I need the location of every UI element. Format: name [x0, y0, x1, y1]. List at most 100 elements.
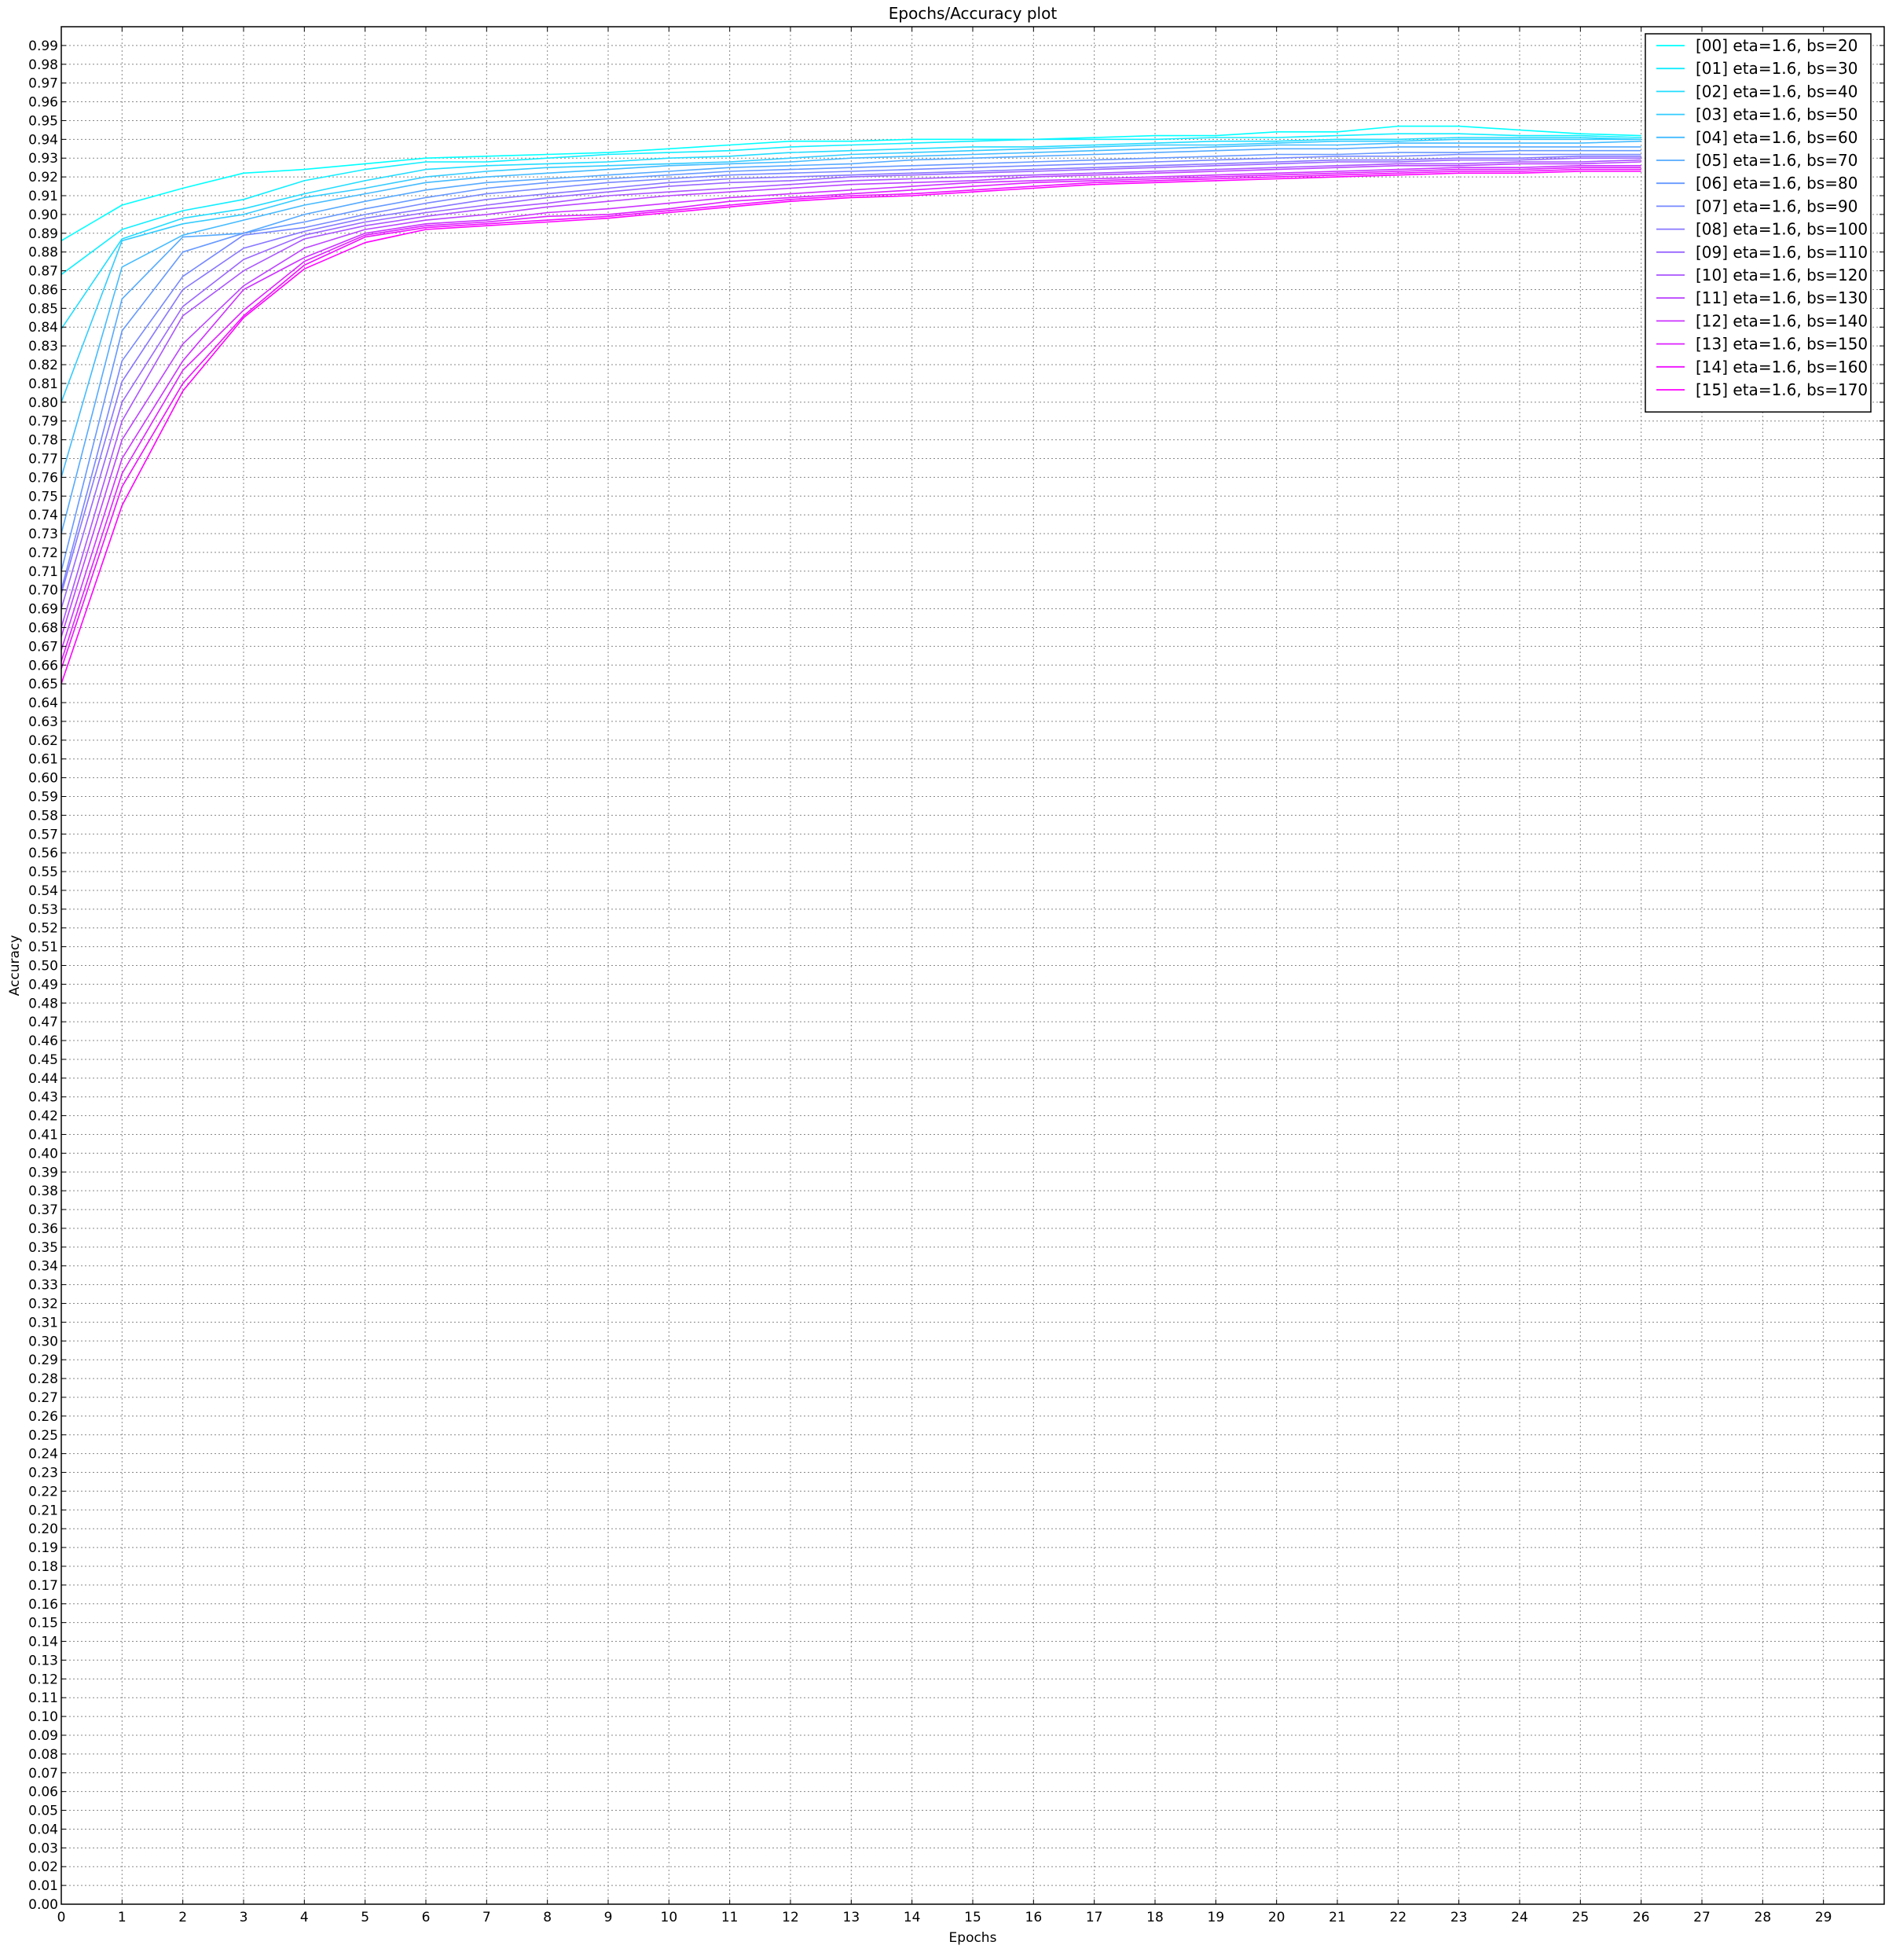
y-tick-label: 0.57 [28, 827, 58, 842]
y-tick-label: 0.51 [28, 940, 58, 956]
y-tick-label: 0.39 [28, 1165, 58, 1180]
x-tick-label: 1 [118, 1910, 127, 1925]
y-tick-label: 0.02 [28, 1859, 58, 1875]
y-tick-label: 0.10 [28, 1709, 58, 1725]
y-tick-label: 0.44 [28, 1071, 58, 1087]
x-axis-label: Epochs [949, 1930, 997, 1946]
y-tick-label: 0.09 [28, 1728, 58, 1744]
y-tick-label: 0.27 [28, 1390, 58, 1406]
y-tick-label: 0.55 [28, 864, 58, 880]
y-tick-label: 0.64 [28, 696, 58, 711]
y-tick-label: 0.71 [28, 564, 58, 580]
x-tick-label: 10 [661, 1910, 678, 1925]
y-tick-label: 0.88 [28, 245, 58, 261]
y-tick-label: 0.12 [28, 1672, 58, 1687]
y-tick-label: 0.72 [28, 545, 58, 561]
x-tick-label: 6 [422, 1910, 431, 1925]
y-tick-label: 0.41 [28, 1128, 58, 1143]
x-tick-label: 24 [1511, 1910, 1528, 1925]
x-tick-label: 0 [57, 1910, 66, 1925]
series-line-06 [61, 149, 1641, 571]
x-tick-label: 7 [482, 1910, 491, 1925]
legend-entry: [00] eta=1.6, bs=20 [1696, 36, 1857, 55]
series-line-14 [61, 168, 1641, 670]
y-tick-label: 0.29 [28, 1353, 58, 1368]
y-tick-label: 0.52 [28, 921, 58, 937]
y-tick-label: 0.89 [28, 226, 58, 242]
y-tick-label: 0.92 [28, 170, 58, 185]
y-tick-label: 0.97 [28, 76, 58, 92]
y-tick-label: 0.16 [28, 1597, 58, 1613]
chart-title: Epochs/Accuracy plot [889, 4, 1058, 23]
y-axis-label: Accuracy [7, 935, 23, 997]
x-tick-label: 29 [1815, 1910, 1832, 1925]
legend-entry: [06] eta=1.6, bs=80 [1696, 174, 1857, 193]
y-tick-label: 0.48 [28, 996, 58, 1011]
x-tick-label: 18 [1146, 1910, 1164, 1925]
y-tick-label: 0.70 [28, 583, 58, 599]
y-tick-label: 0.83 [28, 339, 58, 354]
y-tick-label: 0.38 [28, 1184, 58, 1199]
y-tick-label: 0.96 [28, 95, 58, 111]
legend-entry: [11] eta=1.6, bs=130 [1696, 288, 1868, 307]
x-tick-label: 16 [1025, 1910, 1043, 1925]
y-tick-label: 0.67 [28, 639, 58, 655]
y-tick-label: 0.20 [28, 1521, 58, 1537]
x-tick-label: 3 [240, 1910, 248, 1925]
series-line-10 [61, 159, 1641, 628]
x-tick-label: 11 [721, 1910, 739, 1925]
y-tick-label: 0.45 [28, 1052, 58, 1068]
x-tick-label: 23 [1450, 1910, 1468, 1925]
x-tick-label: 12 [782, 1910, 799, 1925]
y-tick-label: 0.31 [28, 1315, 58, 1331]
legend-entry: [03] eta=1.6, bs=50 [1696, 105, 1857, 124]
y-tick-label: 0.05 [28, 1804, 58, 1819]
y-tick-label: 0.14 [28, 1635, 58, 1650]
y-tick-label: 0.59 [28, 789, 58, 805]
y-tick-label: 0.00 [28, 1897, 58, 1913]
y-tick-label: 0.62 [28, 733, 58, 749]
y-tick-label: 0.47 [28, 1015, 58, 1030]
y-tick-label: 0.60 [28, 771, 58, 787]
y-tick-label: 0.13 [28, 1653, 58, 1668]
y-tick-label: 0.23 [28, 1466, 58, 1481]
y-tick-label: 0.25 [28, 1428, 58, 1444]
y-tick-label: 0.95 [28, 113, 58, 129]
y-tick-label: 0.66 [28, 658, 58, 674]
series-line-03 [61, 138, 1641, 403]
series-line-13 [61, 167, 1641, 662]
x-tick-label: 14 [904, 1910, 921, 1925]
y-tick-label: 0.76 [28, 470, 58, 486]
y-tick-label: 0.69 [28, 602, 58, 618]
y-tick-label: 0.46 [28, 1033, 58, 1049]
legend-entry: [04] eta=1.6, bs=60 [1696, 128, 1857, 147]
series-lines [61, 125, 1641, 685]
y-tick-label: 0.50 [28, 959, 58, 974]
series-line-07 [61, 153, 1641, 590]
y-tick-label: 0.01 [28, 1878, 58, 1894]
legend-entry: [12] eta=1.6, bs=140 [1696, 311, 1868, 330]
series-line-00 [61, 125, 1641, 241]
y-tick-label: 0.68 [28, 620, 58, 636]
y-tick-label: 0.28 [28, 1371, 58, 1387]
y-tick-label: 0.63 [28, 714, 58, 730]
y-tick-label: 0.26 [28, 1409, 58, 1425]
y-tick-label: 0.91 [28, 189, 58, 204]
series-line-05 [61, 146, 1641, 534]
y-tick-label: 0.94 [28, 132, 58, 148]
x-tick-label: 13 [843, 1910, 860, 1925]
y-tick-label: 0.78 [28, 433, 58, 449]
series-line-09 [61, 157, 1641, 609]
y-tick-label: 0.15 [28, 1616, 58, 1631]
y-tick-label: 0.40 [28, 1146, 58, 1162]
legend-box [1645, 33, 1872, 413]
y-tick-label: 0.90 [28, 207, 58, 223]
y-tick-label: 0.06 [28, 1785, 58, 1800]
x-tick-label: 26 [1633, 1910, 1650, 1925]
x-tick-label: 25 [1572, 1910, 1590, 1925]
y-tick-label: 0.49 [28, 977, 58, 993]
series-line-04 [61, 140, 1641, 478]
y-tick-label: 0.08 [28, 1747, 58, 1763]
series-line-01 [61, 133, 1641, 275]
